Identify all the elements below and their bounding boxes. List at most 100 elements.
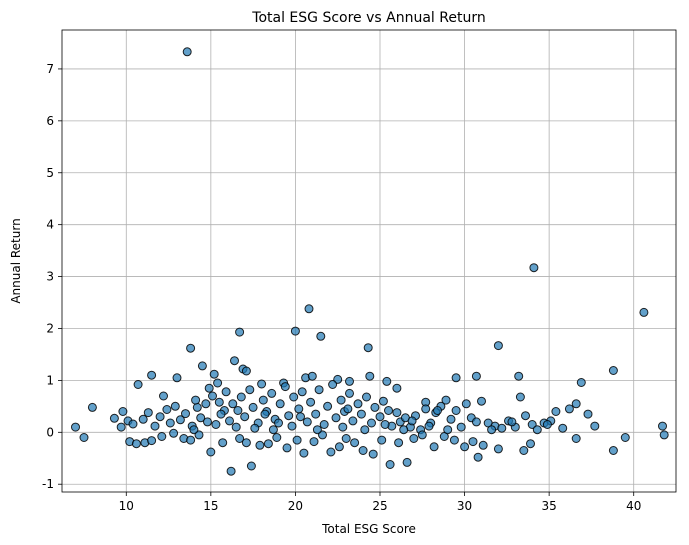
scatter-point bbox=[150, 421, 160, 431]
scatter-point bbox=[443, 425, 453, 435]
scatter-point bbox=[478, 440, 488, 450]
scatter-point bbox=[280, 382, 290, 392]
scatter-point bbox=[181, 409, 190, 419]
scatter-point bbox=[658, 421, 667, 431]
grid-lines bbox=[62, 30, 676, 492]
scatter-point bbox=[571, 434, 581, 443]
scatter-point bbox=[211, 420, 221, 429]
scatter-point bbox=[399, 425, 409, 435]
scatter-point bbox=[590, 421, 600, 431]
scatter-point bbox=[170, 401, 180, 411]
scatter-point bbox=[296, 412, 305, 422]
plot-frame bbox=[61, 29, 677, 493]
scatter-point bbox=[258, 395, 268, 405]
scatter-point bbox=[429, 442, 439, 452]
scatter-point bbox=[267, 388, 277, 398]
scatter-point bbox=[235, 434, 245, 443]
scatter-point bbox=[558, 423, 568, 433]
scatter-point bbox=[365, 371, 375, 381]
scatter-point bbox=[155, 412, 165, 422]
scatter-point bbox=[471, 417, 481, 427]
scatter-point bbox=[312, 425, 322, 435]
scatter-point bbox=[421, 404, 431, 414]
scatter-point bbox=[172, 373, 182, 383]
scatter-point bbox=[487, 425, 497, 435]
scatter-point bbox=[341, 434, 351, 443]
scatter-point bbox=[268, 425, 278, 435]
scatter-point bbox=[299, 448, 309, 458]
scatter-point bbox=[260, 409, 270, 419]
scatter-point bbox=[314, 385, 324, 395]
scatter-point bbox=[204, 383, 214, 393]
scatter-point bbox=[477, 396, 486, 406]
scatter-point bbox=[424, 421, 434, 431]
scatter-point bbox=[608, 366, 618, 375]
y-tick-label: 3 bbox=[46, 270, 54, 284]
scatter-point bbox=[639, 307, 649, 317]
scatter-point bbox=[116, 422, 126, 432]
scatter-point bbox=[519, 446, 529, 455]
scatter-point bbox=[246, 461, 256, 471]
scatter-point bbox=[356, 409, 366, 419]
scatter-point bbox=[157, 432, 167, 441]
scatter-point bbox=[571, 399, 581, 409]
scatter-point bbox=[309, 437, 319, 447]
scatter-point bbox=[532, 425, 542, 435]
scatter-point bbox=[208, 391, 217, 401]
y-tick-label: 4 bbox=[46, 218, 54, 232]
x-tick-label: 40 bbox=[626, 499, 641, 513]
scatter-point bbox=[336, 395, 346, 405]
scatter-point bbox=[175, 415, 185, 425]
scatter-point bbox=[71, 422, 80, 432]
scatter-point bbox=[203, 417, 212, 427]
scatter-point bbox=[275, 399, 285, 409]
scatter-point bbox=[392, 408, 402, 418]
scatter-point bbox=[362, 392, 371, 402]
scatter-point bbox=[245, 385, 255, 395]
scatter-point bbox=[201, 399, 211, 409]
scatter-point bbox=[240, 412, 250, 422]
scatter-point bbox=[451, 373, 461, 383]
y-tick-label: 1 bbox=[46, 373, 54, 387]
scatter-point bbox=[514, 371, 524, 381]
scatter-point bbox=[564, 404, 574, 414]
scatter-point bbox=[394, 438, 404, 448]
scatter-point bbox=[230, 356, 239, 366]
scatter-point bbox=[186, 435, 196, 445]
scatter-point bbox=[231, 422, 241, 432]
scatter-point bbox=[507, 417, 517, 427]
scatter-point bbox=[417, 430, 427, 440]
scatter-point bbox=[138, 414, 148, 424]
scatter-point bbox=[182, 47, 192, 57]
scatter-point bbox=[221, 387, 231, 397]
x-tick-label: 35 bbox=[541, 499, 556, 513]
scatter-point bbox=[353, 399, 363, 409]
scatter-point bbox=[461, 399, 471, 409]
scatter-point bbox=[380, 420, 390, 429]
x-tick-label: 15 bbox=[203, 499, 218, 513]
scatter-point bbox=[282, 443, 292, 453]
scatter-point bbox=[576, 378, 586, 387]
chart-title: Total ESG Score vs Annual Return bbox=[251, 10, 485, 26]
scatter-point bbox=[165, 418, 175, 428]
scatter-point bbox=[382, 376, 392, 386]
scatter-point bbox=[367, 418, 376, 428]
scatter-point bbox=[248, 402, 258, 412]
scatter-point bbox=[218, 438, 228, 448]
scatter-point bbox=[433, 406, 442, 415]
scatter-point bbox=[409, 434, 419, 443]
scatter-point bbox=[441, 395, 451, 405]
scatter-point bbox=[497, 423, 507, 433]
y-tick-label: -1 bbox=[42, 477, 54, 491]
scatter-point bbox=[289, 392, 299, 402]
scatter-point bbox=[302, 417, 312, 427]
scatter-point bbox=[133, 380, 143, 389]
scatter-point bbox=[214, 397, 224, 407]
scatter-point bbox=[338, 422, 348, 432]
scatter-point bbox=[515, 392, 525, 402]
scatter-point bbox=[109, 413, 119, 423]
scatter-point bbox=[471, 371, 481, 381]
x-tick-label: 30 bbox=[457, 499, 472, 513]
scatter-point bbox=[290, 326, 300, 336]
